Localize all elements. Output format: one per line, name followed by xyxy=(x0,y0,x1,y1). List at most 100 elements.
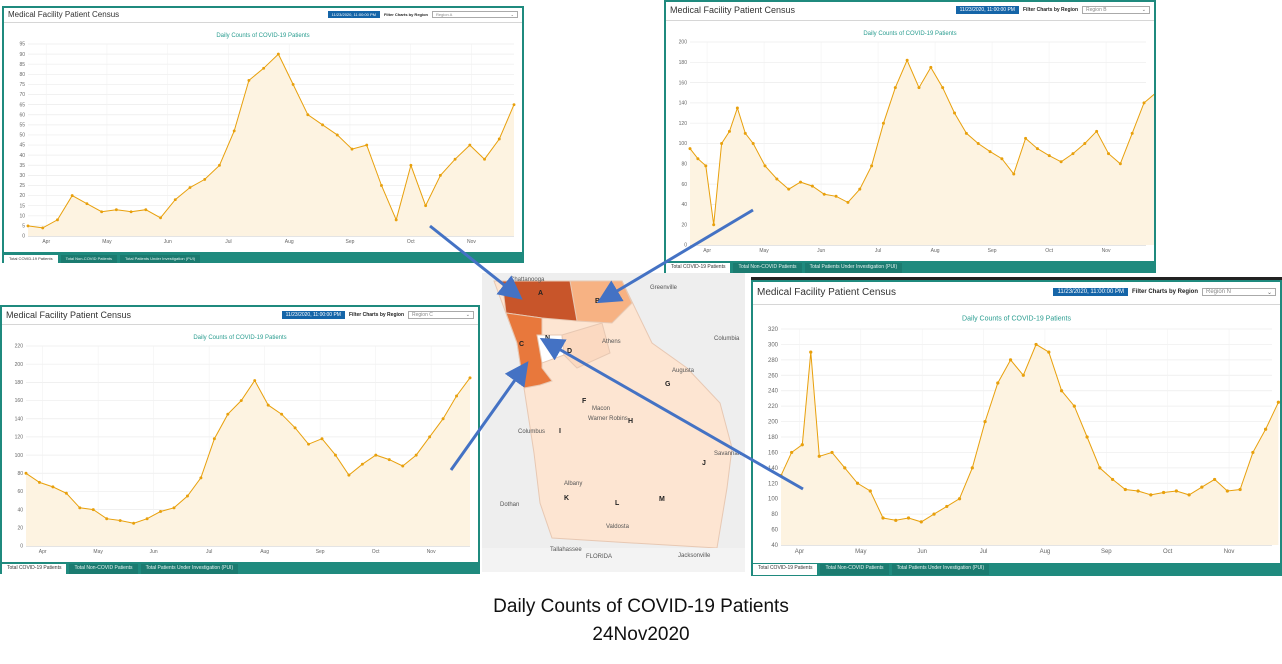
data-point xyxy=(917,86,921,90)
data-point xyxy=(775,177,779,181)
panel-header: Medical Facility Patient Census 11/23/20… xyxy=(666,2,1154,21)
data-point xyxy=(779,473,783,478)
data-point xyxy=(468,376,472,380)
tab-pui[interactable]: Total Patients Under Investigation (PUI) xyxy=(804,263,903,273)
region-select[interactable]: Region B ⌄ xyxy=(1082,6,1150,14)
data-point xyxy=(424,204,428,208)
data-point xyxy=(843,466,847,470)
panel-title: Medical Facility Patient Census xyxy=(6,310,132,320)
tab-pui[interactable]: Total Patients Under Investigation (PUI) xyxy=(120,255,201,263)
region-value: Region A xyxy=(436,12,453,17)
x-tick-label: Oct xyxy=(1163,549,1173,555)
data-point xyxy=(1200,485,1204,489)
x-tick-label: Nov xyxy=(467,239,476,245)
x-tick-label: Jun xyxy=(917,549,927,555)
tab-total-covid[interactable]: Total COVID-19 Patients xyxy=(4,255,58,263)
x-tick-label: Aug xyxy=(1040,549,1051,555)
chart-title: Daily Counts of COVID-19 Patients xyxy=(962,316,1071,323)
map-place-label: Greenville xyxy=(650,285,678,291)
map-region-label-a: A xyxy=(538,290,543,297)
y-tick-label: 40 xyxy=(19,153,25,159)
data-point xyxy=(144,208,148,212)
data-point xyxy=(441,417,445,421)
map-region-label-c: C xyxy=(519,341,524,348)
data-point xyxy=(964,131,968,135)
x-tick-label: Jun xyxy=(150,549,158,555)
caption-line-2: 24Nov2020 xyxy=(592,624,690,645)
y-tick-label: 280 xyxy=(768,358,779,364)
data-point xyxy=(374,453,378,457)
y-tick-label: 260 xyxy=(768,373,779,379)
data-point xyxy=(1174,489,1178,493)
data-point xyxy=(262,66,266,70)
chart-svg: Daily Counts of COVID-19 Patients 0 20 40 60… xyxy=(679,31,1154,254)
tab-total-covid[interactable]: Total COVID-19 Patients xyxy=(666,263,731,273)
x-tick-label: Sep xyxy=(1101,549,1112,555)
tab-pui[interactable]: Total Patients Under Investigation (PUI) xyxy=(140,564,239,574)
chart-svg: Daily Counts of COVID-19 Patients 40 60 80 1… xyxy=(768,316,1280,555)
y-tick-label: 20 xyxy=(19,193,25,199)
data-point xyxy=(763,164,767,168)
tab-non-covid[interactable]: Total Non-COVID Patients xyxy=(69,564,138,574)
data-point xyxy=(720,142,724,145)
data-point xyxy=(239,399,243,403)
data-point xyxy=(276,52,280,56)
data-point xyxy=(810,184,814,188)
tab-total-covid[interactable]: Total COVID-19 Patients xyxy=(2,564,67,574)
y-tick-label: 95 xyxy=(19,42,25,48)
data-point xyxy=(790,450,794,455)
series-area xyxy=(26,377,470,546)
y-tick-label: 180 xyxy=(679,60,688,66)
data-point xyxy=(360,462,364,466)
data-point xyxy=(1225,489,1229,493)
y-tick-label: 0 xyxy=(684,243,687,249)
data-point xyxy=(868,489,872,493)
data-point xyxy=(970,466,974,470)
georgia-region-map: A B C N D F G H I J K L M Chattanooga Greenville Athen… xyxy=(482,273,745,572)
chart-panel-region-n: Medical Facility Patient Census 11/23/20… xyxy=(751,277,1282,576)
tab-pui[interactable]: Total Patients Under Investigation (PUI) xyxy=(891,564,990,575)
data-point xyxy=(401,464,405,468)
map-svg: A B C N D F G H I J K L M Chattanooga Greenville Athen… xyxy=(482,273,745,572)
y-tick-label: 0 xyxy=(22,234,25,240)
map-place-label: Warner Robins xyxy=(588,416,628,422)
x-tick-label: Jul xyxy=(875,248,881,254)
region-select[interactable]: Region C ⌄ xyxy=(408,311,474,319)
region-select[interactable]: Region N ⌄ xyxy=(1202,288,1276,296)
region-select[interactable]: Region A ⌄ xyxy=(432,11,518,18)
y-tick-label: 80 xyxy=(771,512,778,518)
data-point xyxy=(996,381,1000,385)
data-point xyxy=(321,123,324,127)
data-point xyxy=(70,194,74,198)
x-tick-label: Sep xyxy=(346,239,355,245)
data-point xyxy=(1000,157,1004,161)
data-point xyxy=(809,350,813,354)
chart-panel-region-c: Medical Facility Patient Census 11/23/20… xyxy=(0,305,480,574)
tab-total-covid[interactable]: Total COVID-19 Patients xyxy=(753,564,818,575)
x-tick-label: Apr xyxy=(42,239,50,245)
data-point xyxy=(173,198,177,202)
x-tick-label: Jun xyxy=(817,248,825,254)
map-place-label: FLORIDA xyxy=(586,554,612,560)
chart-title: Daily Counts of COVID-19 Patients xyxy=(216,33,309,39)
tab-non-covid[interactable]: Total Non-COVID Patients xyxy=(820,564,889,575)
data-point xyxy=(743,131,747,135)
data-point xyxy=(78,506,82,510)
map-place-label: Valdosta xyxy=(606,524,630,530)
data-point xyxy=(1251,450,1255,455)
data-point xyxy=(735,106,739,110)
y-tick-label: 140 xyxy=(679,101,688,107)
data-point xyxy=(787,187,791,191)
tab-non-covid[interactable]: Total Non-COVID Patients xyxy=(60,255,118,263)
data-point xyxy=(232,129,236,133)
tab-non-covid[interactable]: Total Non-COVID Patients xyxy=(733,263,802,273)
data-point xyxy=(105,517,109,521)
data-point xyxy=(800,443,804,447)
data-point xyxy=(91,508,95,512)
data-point xyxy=(1161,490,1166,495)
x-tick-label: Nov xyxy=(427,549,436,555)
region-value: Region C xyxy=(412,312,433,318)
y-tick-label: 40 xyxy=(681,202,687,208)
y-tick-label: 140 xyxy=(15,416,24,422)
x-tick-label: Jul xyxy=(225,239,231,245)
